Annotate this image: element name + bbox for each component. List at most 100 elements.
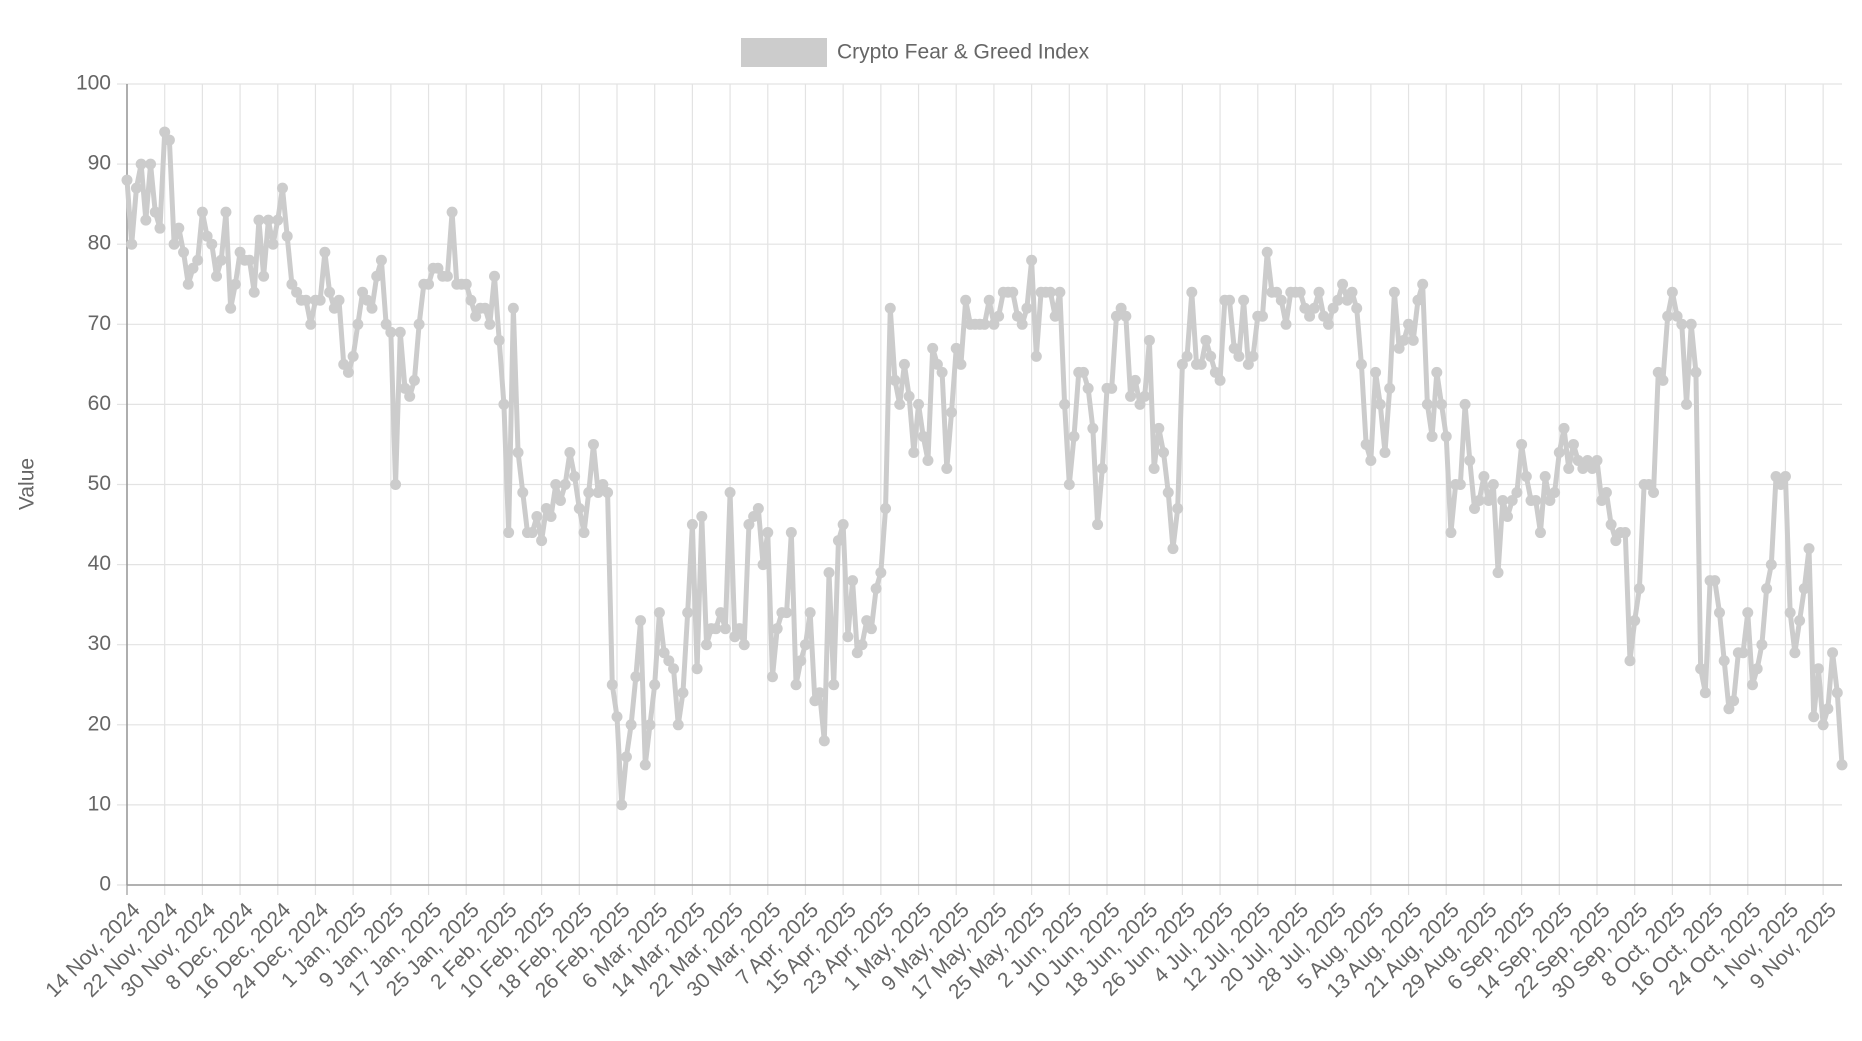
- data-point: [686, 519, 698, 531]
- data-point: [851, 647, 863, 659]
- data-point: [828, 679, 840, 691]
- data-point: [1629, 615, 1641, 627]
- data-point: [1836, 759, 1848, 771]
- data-point: [1351, 302, 1363, 314]
- data-point: [1125, 390, 1137, 402]
- y-tick-label: 30: [88, 632, 111, 655]
- data-point: [1827, 647, 1839, 659]
- data-point: [1407, 334, 1419, 346]
- data-point: [225, 302, 237, 314]
- data-point: [404, 390, 416, 402]
- data-point: [253, 214, 265, 226]
- data-point: [724, 487, 736, 499]
- data-point: [804, 607, 816, 619]
- data-point: [1459, 398, 1471, 410]
- data-point: [1011, 310, 1023, 322]
- data-point: [342, 366, 354, 378]
- data-point: [1059, 398, 1071, 410]
- data-point: [286, 278, 298, 290]
- data-point: [361, 294, 373, 306]
- data-point: [677, 687, 689, 699]
- data-point: [1765, 559, 1777, 571]
- data-point: [762, 527, 774, 539]
- data-point: [1016, 318, 1028, 330]
- data-point: [983, 294, 995, 306]
- data-point: [432, 262, 444, 274]
- data-point: [408, 374, 420, 386]
- y-tick-label: 90: [88, 152, 111, 175]
- data-point: [1534, 527, 1546, 539]
- data-point: [149, 206, 161, 218]
- data-point: [1355, 358, 1367, 370]
- data-point: [1077, 366, 1089, 378]
- data-point: [229, 278, 241, 290]
- data-point: [1426, 430, 1438, 442]
- data-point: [1110, 310, 1122, 322]
- data-point: [771, 623, 783, 635]
- data-point: [1714, 607, 1725, 619]
- data-point: [1473, 495, 1485, 507]
- data-point: [946, 406, 958, 418]
- data-point: [894, 398, 906, 410]
- data-point: [832, 535, 844, 547]
- data-point: [545, 511, 557, 523]
- data-point: [1643, 479, 1655, 490]
- data-point: [672, 719, 684, 731]
- data-point: [1313, 286, 1325, 298]
- data-point: [1784, 607, 1796, 619]
- data-point: [569, 470, 581, 482]
- data-point: [1831, 687, 1843, 699]
- data-point: [1709, 575, 1721, 587]
- data-point: [305, 318, 317, 330]
- data-point: [1370, 366, 1382, 378]
- data-point: [1591, 454, 1603, 466]
- data-point: [1681, 398, 1693, 410]
- data-point: [206, 238, 218, 250]
- data-point: [324, 286, 336, 298]
- data-point: [795, 655, 807, 667]
- data-point: [1582, 454, 1594, 466]
- data-point: [1619, 527, 1631, 539]
- data-point: [446, 206, 458, 218]
- data-point: [884, 302, 896, 314]
- data-point: [1572, 454, 1584, 466]
- data-point: [1417, 278, 1429, 290]
- data-point: [234, 246, 246, 258]
- data-point: [748, 511, 760, 523]
- data-point: [1384, 382, 1396, 394]
- data-point: [1808, 711, 1820, 723]
- data-point: [752, 503, 764, 515]
- data-point: [1440, 430, 1452, 442]
- data-point: [1158, 446, 1170, 458]
- data-point: [606, 679, 618, 691]
- data-point: [1238, 294, 1250, 306]
- data-point: [479, 302, 491, 314]
- data-point: [1332, 294, 1344, 306]
- data-point: [960, 294, 972, 306]
- data-point: [818, 735, 830, 747]
- data-point: [1021, 302, 1033, 314]
- data-point: [1082, 382, 1094, 394]
- data-point: [1666, 286, 1678, 298]
- data-point: [1549, 487, 1561, 499]
- data-point: [766, 671, 778, 683]
- data-point: [1803, 543, 1815, 555]
- data-point: [1600, 487, 1612, 499]
- data-point: [1228, 342, 1240, 354]
- data-point: [837, 519, 849, 531]
- data-point: [1365, 454, 1377, 466]
- data-point: [1445, 527, 1457, 539]
- data-point: [1520, 470, 1532, 482]
- data-point: [168, 238, 180, 250]
- data-point: [559, 479, 571, 490]
- data-point: [1063, 479, 1075, 490]
- data-point: [1393, 342, 1405, 354]
- data-point: [1242, 358, 1254, 370]
- data-point: [328, 302, 340, 314]
- data-point: [531, 511, 543, 523]
- data-point: [159, 126, 171, 138]
- data-point: [682, 607, 694, 619]
- data-point: [347, 350, 359, 362]
- data-point: [258, 270, 270, 282]
- data-point: [611, 711, 623, 723]
